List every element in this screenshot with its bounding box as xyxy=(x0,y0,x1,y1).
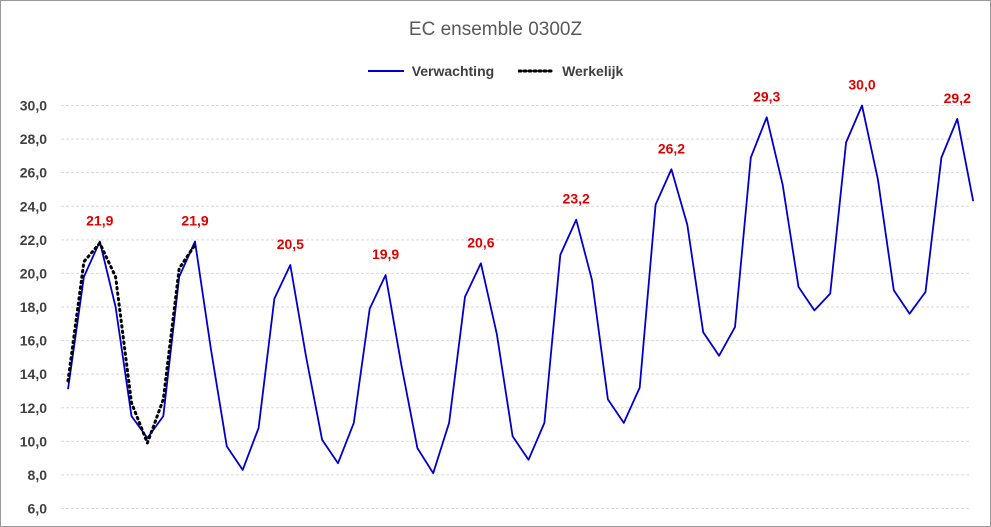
legend-label-verwachting: Verwachting xyxy=(411,63,495,79)
y-tick-label-10: 26,0 xyxy=(20,165,47,181)
data-label-0: 21,9 xyxy=(86,213,113,229)
y-tick-label-0: 6,0 xyxy=(28,501,48,517)
legend-item-verwachting: Verwachting xyxy=(367,63,495,79)
y-tick-label-12: 30,0 xyxy=(20,98,47,114)
y-tick-label-5: 16,0 xyxy=(20,333,47,349)
data-label-4: 20,6 xyxy=(467,234,494,250)
y-tick-label-11: 28,0 xyxy=(20,131,47,147)
y-tick-label-3: 12,0 xyxy=(20,400,47,416)
y-tick-label-8: 22,0 xyxy=(20,232,47,248)
data-label-9: 29,2 xyxy=(944,90,971,106)
y-tick-label-2: 10,0 xyxy=(20,433,47,449)
data-label-2: 20,5 xyxy=(277,236,304,252)
series-line-verwachting xyxy=(67,104,975,475)
data-label-5: 23,2 xyxy=(563,191,590,207)
y-tick-label-7: 20,0 xyxy=(20,265,47,281)
data-label-7: 29,3 xyxy=(753,88,780,104)
legend-label-werkelijk: Werkelijk xyxy=(562,63,624,79)
y-tick-label-1: 8,0 xyxy=(28,467,48,483)
chart-legend: Verwachting Werkelijk xyxy=(1,63,990,79)
y-tick-label-9: 24,0 xyxy=(20,198,47,214)
data-label-1: 21,9 xyxy=(181,213,208,229)
legend-swatch-werkelijk xyxy=(518,69,555,73)
data-label-6: 26,2 xyxy=(658,140,685,156)
legend-item-werkelijk: Werkelijk xyxy=(518,63,623,79)
legend-swatch-verwachting xyxy=(367,70,404,72)
y-tick-label-6: 18,0 xyxy=(20,299,47,315)
y-tick-label-4: 14,0 xyxy=(20,366,47,382)
chart-title: EC ensemble 0300Z xyxy=(408,19,583,40)
data-label-8: 30,0 xyxy=(848,77,875,93)
data-label-3: 19,9 xyxy=(372,246,399,262)
series-line-werkelijk xyxy=(66,241,197,445)
